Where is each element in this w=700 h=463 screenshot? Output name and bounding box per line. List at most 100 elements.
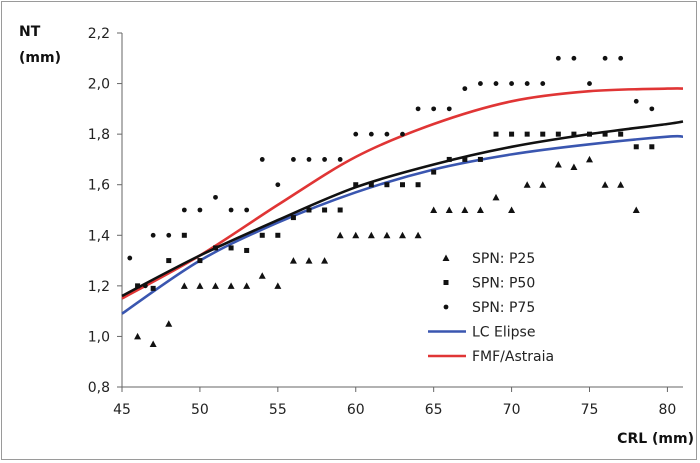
axes	[121, 33, 683, 388]
y-tick-label: 1,2	[88, 279, 110, 295]
p75-point	[142, 283, 148, 289]
y-tick-label: 1,6	[88, 178, 110, 194]
p50-point	[368, 182, 374, 188]
p25-point	[196, 282, 204, 289]
p75-point	[602, 55, 608, 61]
p25-point	[149, 340, 157, 348]
p75-point	[555, 55, 561, 61]
p75-point	[322, 157, 327, 162]
x-tick-label: 50	[191, 402, 209, 418]
p25-point	[399, 231, 406, 239]
p50-point	[400, 182, 405, 188]
y-tick-label: 2,0	[88, 77, 110, 93]
p50-point	[166, 258, 172, 264]
p50-point	[213, 245, 218, 251]
p50-point	[244, 247, 250, 253]
p50-point	[259, 232, 265, 238]
p50-point	[290, 215, 296, 221]
legend-label: LC Elipse	[472, 325, 535, 341]
p50-point	[587, 131, 592, 137]
p50-point	[275, 232, 281, 238]
p75-point	[337, 157, 343, 162]
p25-point	[289, 257, 297, 264]
p50-point	[384, 182, 390, 188]
p25-point	[321, 257, 329, 264]
legend-marker	[443, 304, 449, 310]
p25-point	[617, 181, 625, 188]
p25-point	[476, 206, 484, 213]
p75-point	[649, 106, 655, 112]
points	[127, 55, 655, 348]
p25-point	[134, 332, 142, 340]
p50-point	[415, 182, 421, 188]
p50-point	[353, 182, 359, 188]
x-axis-title: CRL (mm)	[617, 431, 694, 447]
p25-point	[539, 181, 547, 188]
p50-point	[493, 131, 499, 137]
p75-point	[400, 131, 405, 137]
p25-point	[258, 272, 266, 279]
y-tick-label: 1,0	[88, 329, 110, 345]
p75-point	[415, 106, 421, 112]
legend-label: FMF/Astraia	[472, 349, 554, 365]
p75-point	[368, 131, 374, 137]
p50-point	[477, 156, 483, 162]
p75-point	[259, 157, 265, 162]
p50-point	[540, 131, 546, 137]
p50-point	[446, 156, 452, 162]
p75-point	[197, 207, 203, 213]
p25-point	[632, 206, 640, 213]
p50-point	[649, 144, 655, 150]
x-tick-label: 55	[269, 402, 287, 418]
p75-point	[181, 207, 187, 213]
legend-label: SPN: P25	[472, 251, 535, 267]
curves	[121, 87, 684, 315]
legend-label: SPN: P50	[472, 276, 535, 292]
p25-point	[336, 231, 344, 239]
x-tick-label: 45	[113, 402, 131, 418]
p25-point	[430, 206, 438, 213]
black-fit-line	[121, 120, 684, 298]
p25-point	[383, 231, 391, 239]
p25-point	[352, 231, 360, 239]
p25-point	[367, 231, 375, 239]
p25-point	[305, 257, 313, 264]
x-tick-label: 70	[503, 402, 521, 418]
p25-point	[243, 282, 251, 289]
p50-point	[462, 156, 468, 162]
legend-label: SPN: P75	[472, 300, 535, 316]
p25-point	[492, 193, 500, 201]
p50-point	[431, 169, 437, 175]
p25-point	[274, 282, 282, 289]
p75-point	[228, 207, 234, 213]
p75-point	[446, 106, 452, 112]
p25-point	[461, 206, 469, 213]
p25-point	[523, 181, 531, 188]
x-tick-label: 60	[347, 402, 365, 418]
p75-point	[540, 81, 546, 86]
p75-point	[306, 157, 312, 162]
p75-point	[587, 81, 592, 86]
p25-point	[554, 160, 562, 168]
p75-point	[618, 55, 624, 61]
p75-point	[291, 157, 296, 162]
p50-point	[633, 144, 639, 150]
p50-point	[509, 131, 515, 137]
p50-point	[524, 131, 530, 137]
p75-point	[478, 81, 483, 86]
p25-point	[180, 282, 188, 289]
p50-point	[571, 131, 577, 137]
p75-point	[275, 182, 281, 188]
p75-point	[213, 194, 218, 200]
p75-point	[166, 232, 172, 238]
p75-point	[384, 131, 390, 137]
p25-point	[414, 231, 422, 239]
p75-point	[244, 207, 250, 213]
x-tick-label: 75	[581, 402, 599, 418]
p25-point	[165, 320, 173, 327]
p25-point	[586, 155, 593, 163]
p25-point	[570, 163, 578, 171]
p50-point	[228, 245, 234, 251]
legend: SPN: P25 SPN: P50 SPN: P75 LC Elipse FMF/Ast…	[428, 251, 554, 365]
